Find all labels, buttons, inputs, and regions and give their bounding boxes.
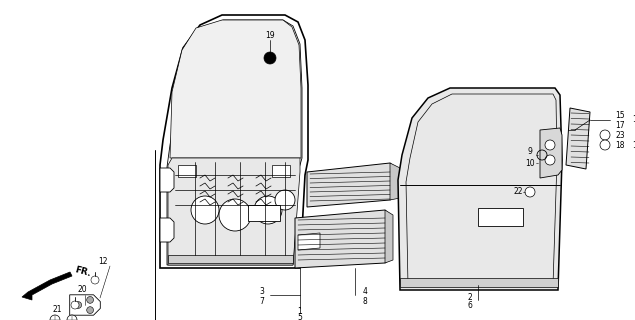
- Circle shape: [219, 199, 251, 231]
- Circle shape: [87, 297, 93, 303]
- Text: 17: 17: [615, 121, 625, 130]
- Text: 16: 16: [632, 116, 635, 124]
- Circle shape: [71, 301, 79, 309]
- Circle shape: [50, 315, 60, 320]
- Text: 3: 3: [260, 286, 264, 295]
- Circle shape: [600, 140, 610, 150]
- Bar: [272, 165, 290, 177]
- Text: 18: 18: [632, 140, 635, 149]
- Text: 7: 7: [260, 298, 264, 307]
- Circle shape: [67, 315, 77, 320]
- Polygon shape: [390, 163, 400, 200]
- Polygon shape: [160, 218, 174, 242]
- Text: 10: 10: [525, 158, 535, 167]
- Text: 15: 15: [615, 110, 625, 119]
- Text: 21: 21: [52, 306, 62, 315]
- Bar: [168, 255, 293, 263]
- Polygon shape: [298, 233, 320, 250]
- Text: 23: 23: [615, 131, 625, 140]
- Circle shape: [600, 130, 610, 140]
- Circle shape: [525, 187, 535, 197]
- Text: 8: 8: [363, 298, 368, 307]
- Text: 12: 12: [98, 258, 108, 267]
- Circle shape: [87, 307, 93, 314]
- Polygon shape: [398, 88, 562, 290]
- Polygon shape: [295, 210, 392, 268]
- Text: 4: 4: [363, 286, 368, 295]
- Text: 20: 20: [77, 285, 87, 294]
- Polygon shape: [168, 158, 300, 265]
- Circle shape: [545, 140, 555, 150]
- Circle shape: [545, 155, 555, 165]
- Text: 18: 18: [615, 140, 624, 149]
- Circle shape: [275, 190, 295, 210]
- Bar: [248, 205, 280, 221]
- Circle shape: [264, 52, 276, 64]
- Circle shape: [191, 196, 219, 224]
- Text: 5: 5: [298, 314, 302, 320]
- Polygon shape: [160, 168, 174, 192]
- Bar: [400, 278, 558, 287]
- Polygon shape: [70, 295, 100, 315]
- Polygon shape: [307, 163, 398, 207]
- Bar: [478, 208, 523, 226]
- Polygon shape: [566, 108, 590, 169]
- Text: 9: 9: [528, 148, 532, 156]
- Text: FR.: FR.: [74, 266, 92, 278]
- Polygon shape: [385, 210, 393, 263]
- Text: 22: 22: [513, 188, 523, 196]
- Text: 2: 2: [467, 292, 472, 301]
- Text: 1: 1: [298, 308, 302, 316]
- Bar: [178, 165, 196, 177]
- Text: 19: 19: [265, 31, 275, 41]
- Circle shape: [91, 276, 99, 284]
- Text: 6: 6: [467, 301, 472, 310]
- Polygon shape: [170, 20, 301, 158]
- Circle shape: [254, 196, 282, 224]
- Polygon shape: [540, 128, 562, 178]
- Polygon shape: [22, 272, 72, 300]
- Circle shape: [75, 301, 82, 308]
